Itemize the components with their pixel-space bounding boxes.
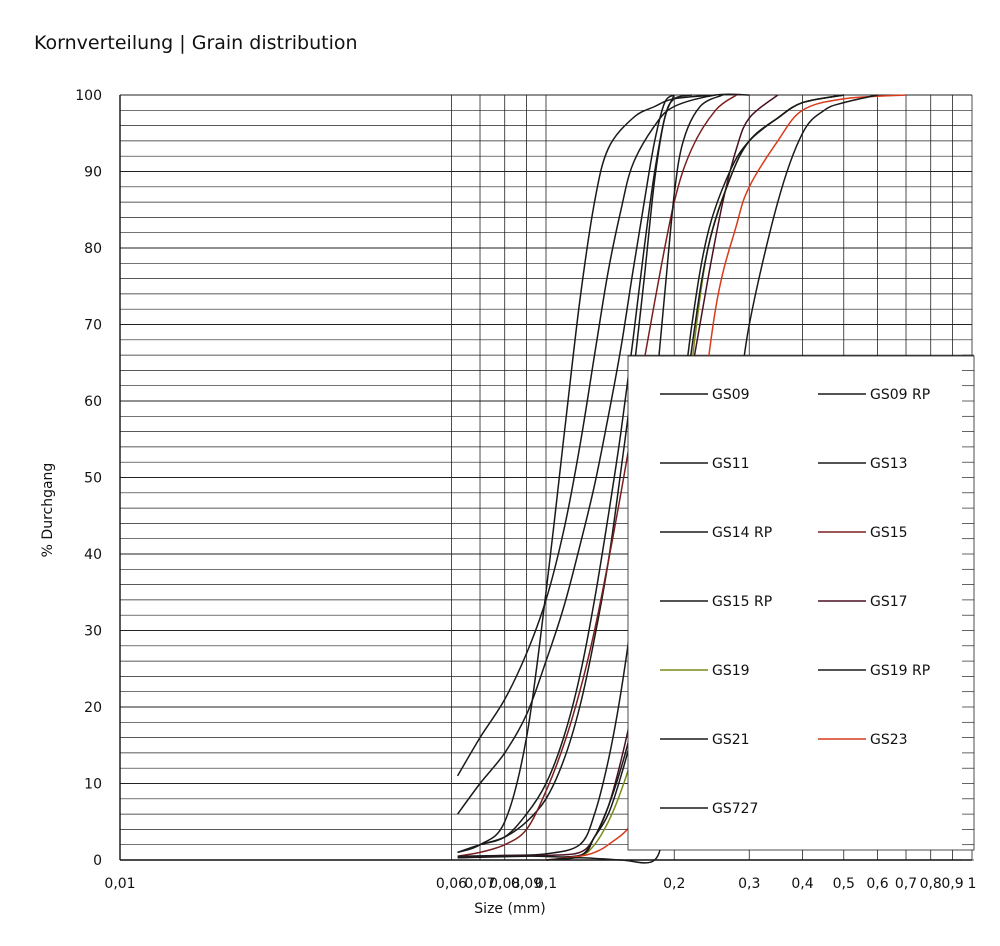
legend-label-gs13: GS13 xyxy=(870,456,908,472)
y-tick-label: 20 xyxy=(84,700,102,716)
y-tick-label: 80 xyxy=(84,241,102,257)
y-tick-label: 30 xyxy=(84,624,102,640)
x-axis-label: Size (mm) xyxy=(474,901,545,917)
series-line-gs09 xyxy=(456,93,750,777)
y-tick-label: 50 xyxy=(84,471,102,487)
x-tick-label: 0,2 xyxy=(663,876,685,892)
legend-label-gs23: GS23 xyxy=(870,732,908,748)
legend-label-gs19: GS19 xyxy=(712,663,750,679)
x-tick-label: 0,3 xyxy=(738,876,760,892)
x-tick-label: 0,06 xyxy=(436,876,467,892)
legend-label-gs19-rp: GS19 RP xyxy=(870,663,930,679)
series-line-gs14-rp xyxy=(457,94,675,854)
x-tick-label: 0,6 xyxy=(866,876,888,892)
x-tick-label: 0,8 xyxy=(920,876,942,892)
x-tick-label: 0,07 xyxy=(464,876,495,892)
y-tick-label: 90 xyxy=(84,165,102,181)
y-tick-label: 10 xyxy=(84,777,102,793)
y-tick-label: 100 xyxy=(75,88,102,104)
y-tick-label: 60 xyxy=(84,394,102,410)
legend-label-gs17: GS17 xyxy=(870,594,908,610)
legend-label-gs09: GS09 xyxy=(712,387,750,403)
x-tick-label: 0,7 xyxy=(895,876,917,892)
legend-label-gs15-rp: GS15 RP xyxy=(712,594,772,610)
series-lines xyxy=(456,93,907,864)
legend-label-gs14-rp: GS14 RP xyxy=(712,525,772,541)
x-tick-label: 0,01 xyxy=(104,876,135,892)
legend-box xyxy=(627,355,975,851)
x-tick-label: 0,1 xyxy=(535,876,557,892)
legend-label-gs09-rp: GS09 RP xyxy=(870,387,930,403)
x-tick-label: 1 xyxy=(968,876,977,892)
series-line-gs09-rp xyxy=(457,94,716,854)
x-tick-label: 0,09 xyxy=(511,876,542,892)
page-title: Kornverteilung | Grain distribution xyxy=(34,32,358,54)
legend-label-gs21: GS21 xyxy=(712,732,750,748)
legend-label-gs15: GS15 xyxy=(870,525,908,541)
x-tick-label: 0,9 xyxy=(941,876,963,892)
legend-label-gs11: GS11 xyxy=(712,456,750,472)
legend-label-gs727: GS727 xyxy=(712,801,758,817)
series-line-gs11 xyxy=(456,94,675,815)
y-tick-label: 40 xyxy=(84,547,102,563)
series-line-gs15 xyxy=(457,94,737,857)
y-tick-label: 0 xyxy=(93,853,102,869)
x-tick-label: 0,5 xyxy=(833,876,855,892)
x-tick-label: 0,4 xyxy=(791,876,813,892)
y-tick-label: 70 xyxy=(84,318,102,334)
legend: GS09 GS09 RP GS11 GS13 GS14 RP GS15 GS15 RP GS1… xyxy=(627,354,975,861)
y-axis-label: % Durchgang xyxy=(40,463,56,558)
x-tick-label: 0,08 xyxy=(489,876,520,892)
